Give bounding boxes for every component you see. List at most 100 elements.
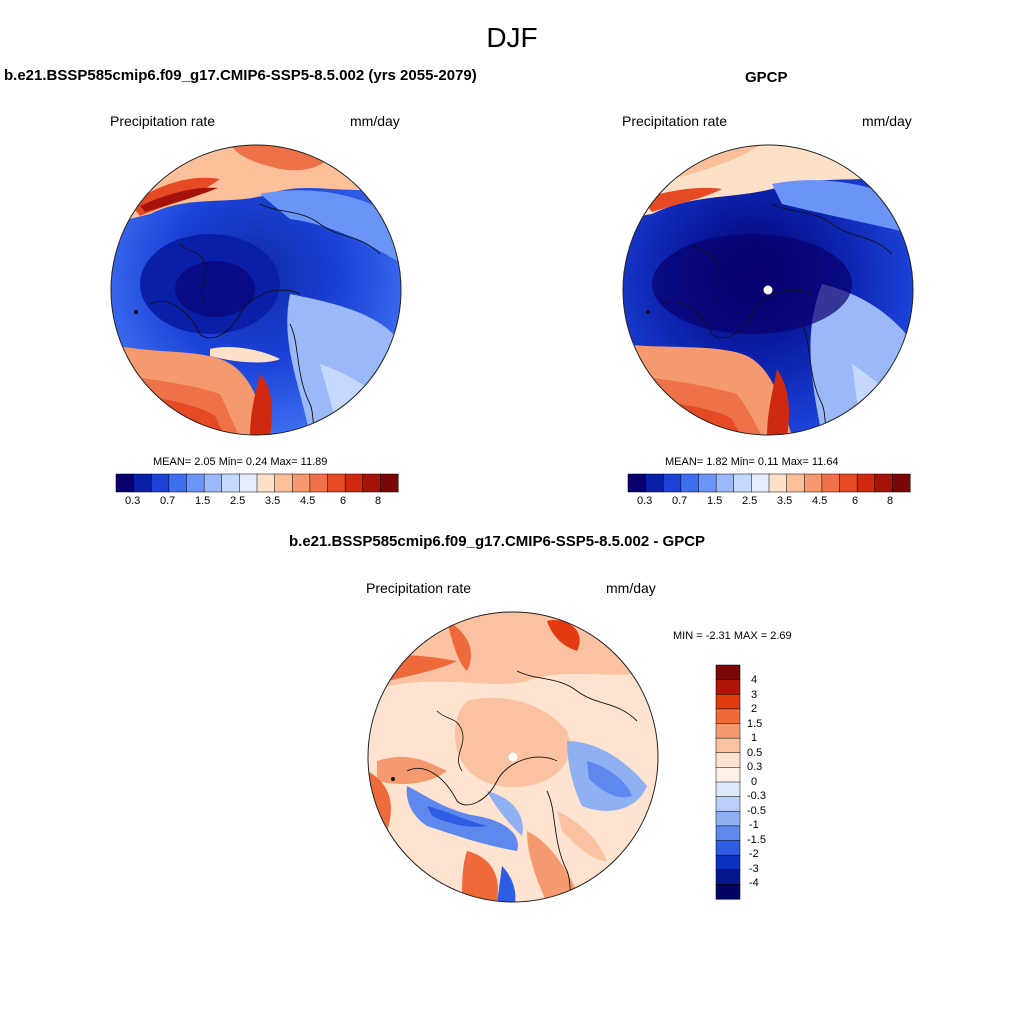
colorbar-swatch [362, 473, 381, 493]
colorbar-swatch [715, 825, 741, 842]
colorbar-swatch [715, 840, 741, 856]
panel-2-polar-map [622, 144, 914, 436]
colorbar-swatch [344, 473, 364, 493]
panel-2-tick: 0.3 [637, 495, 653, 507]
colorbar-swatch [256, 473, 276, 493]
colorbar-swatch [715, 884, 741, 900]
panel-3-tick: -1 [749, 819, 759, 831]
panel-3-tick: 2 [751, 703, 758, 715]
panel-1-tick: 1.5 [195, 495, 211, 507]
panel-2-colorbar-ticks: 0.3 0.7 1.5 2.5 3.5 4.5 6 8 [628, 495, 910, 511]
panel-3-tick: -0.5 [747, 805, 766, 817]
panel-3-colorbar-ticks: 4 3 2 1.5 1 0.5 0.3 0 -0.3 -0.5 -1 -1.5 … [747, 672, 789, 902]
panel-3-colorbar [715, 664, 741, 900]
panel-3-units-label: mm/day [606, 580, 656, 596]
figure-title: DJF [486, 22, 538, 53]
colorbar-swatch [380, 473, 399, 493]
colorbar-swatch [151, 473, 170, 493]
panel-1-tick: 4.5 [300, 495, 316, 507]
panel-1-tick: 8 [375, 495, 382, 507]
colorbar-swatch [715, 737, 741, 754]
panel-2-title: GPCP [745, 69, 788, 86]
panel-1-tick: 2.5 [230, 495, 246, 507]
panel-1-tick: 0.3 [125, 495, 141, 507]
colorbar-swatch [804, 473, 823, 493]
colorbar-swatch [309, 473, 329, 493]
panel-3-polar-map [367, 611, 659, 903]
panel-2-tick: 3.5 [777, 495, 793, 507]
colorbar-swatch [274, 473, 293, 493]
panel-1-tick: 3.5 [265, 495, 281, 507]
colorbar-swatch [733, 473, 752, 493]
colorbar-swatch [680, 473, 700, 493]
colorbar-swatch [751, 473, 770, 493]
panel-3-tick: 0.5 [747, 747, 763, 759]
colorbar-swatch [168, 473, 188, 493]
panel-1-tick: 6 [340, 495, 347, 507]
panel-3-title: b.e21.BSSP585cmip6.f09_g17.CMIP6-SSP5-8.… [289, 533, 706, 550]
panel-3-stats: MIN = -2.31 MAX = 2.69 [673, 630, 792, 642]
panel-3-tick: 0.3 [747, 761, 763, 773]
colorbar-swatch [203, 473, 223, 493]
colorbar-swatch [715, 752, 741, 768]
colorbar-swatch [874, 473, 893, 493]
panel-3-tick: 3 [751, 689, 758, 701]
panel-2-tick: 2.5 [742, 495, 758, 507]
colorbar-swatch [715, 723, 741, 739]
colorbar-swatch [115, 473, 135, 493]
colorbar-swatch [627, 473, 647, 493]
colorbar-swatch [715, 854, 741, 871]
panel-1-variable-label: Precipitation rate [110, 113, 216, 129]
colorbar-swatch [715, 679, 741, 695]
panel-3-tick: -2 [749, 848, 759, 860]
colorbar-swatch [186, 473, 205, 493]
colorbar-swatch [715, 473, 735, 493]
colorbar-swatch [292, 473, 311, 493]
panel-2-tick: 4.5 [812, 495, 828, 507]
colorbar-swatch [715, 767, 741, 783]
panel-1-title: b.e21.BSSP585cmip6.f09_g17.CMIP6-SSP5-8.… [4, 67, 477, 84]
panel-2-tick: 1.5 [707, 495, 723, 507]
panel-2-variable-label: Precipitation rate [622, 113, 728, 129]
colorbar-swatch [645, 473, 664, 493]
colorbar-swatch [715, 811, 741, 827]
panel-3-tick: -0.3 [747, 790, 766, 802]
colorbar-swatch [715, 664, 741, 681]
colorbar-swatch [892, 473, 911, 493]
panel-3-tick: 1.5 [747, 718, 763, 730]
colorbar-swatch [856, 473, 876, 493]
panel-3-tick: 0 [751, 776, 758, 788]
panel-3-tick: 1 [751, 732, 758, 744]
colorbar-swatch [786, 473, 805, 493]
panel-2-tick: 8 [887, 495, 894, 507]
panel-3-tick: -4 [749, 877, 759, 889]
colorbar-swatch [821, 473, 841, 493]
colorbar-swatch [133, 473, 152, 493]
panel-2-colorbar [627, 473, 911, 493]
colorbar-swatch [715, 781, 741, 798]
colorbar-swatch [698, 473, 717, 493]
colorbar-swatch [715, 796, 741, 812]
panel-2-stats: MEAN= 1.82 Min= 0.11 Max= 11.64 [665, 456, 839, 468]
colorbar-swatch [715, 694, 741, 710]
panel-1-colorbar-ticks: 0.3 0.7 1.5 2.5 3.5 4.5 6 8 [116, 495, 398, 511]
panel-3-tick: -3 [749, 863, 759, 875]
panel-1-polar-map [110, 144, 402, 436]
colorbar-swatch [221, 473, 240, 493]
colorbar-swatch [715, 708, 741, 725]
panel-1-tick: 0.7 [160, 495, 176, 507]
colorbar-swatch [663, 473, 682, 493]
panel-1-stats: MEAN= 2.05 Min= 0.24 Max= 11.89 [153, 456, 328, 468]
colorbar-swatch [768, 473, 788, 493]
panel-3-variable-label: Precipitation rate [366, 580, 472, 596]
panel-2-tick: 6 [852, 495, 859, 507]
panel-1-colorbar [115, 473, 399, 493]
panel-2-units-label: mm/day [862, 113, 912, 129]
panel-2-tick: 0.7 [672, 495, 688, 507]
panel-1-units-label: mm/day [350, 113, 400, 129]
panel-3-tick: -1.5 [747, 834, 766, 846]
panel-3-tick: 4 [751, 674, 758, 686]
colorbar-swatch [327, 473, 346, 493]
colorbar-swatch [239, 473, 258, 493]
colorbar-swatch [715, 869, 741, 885]
